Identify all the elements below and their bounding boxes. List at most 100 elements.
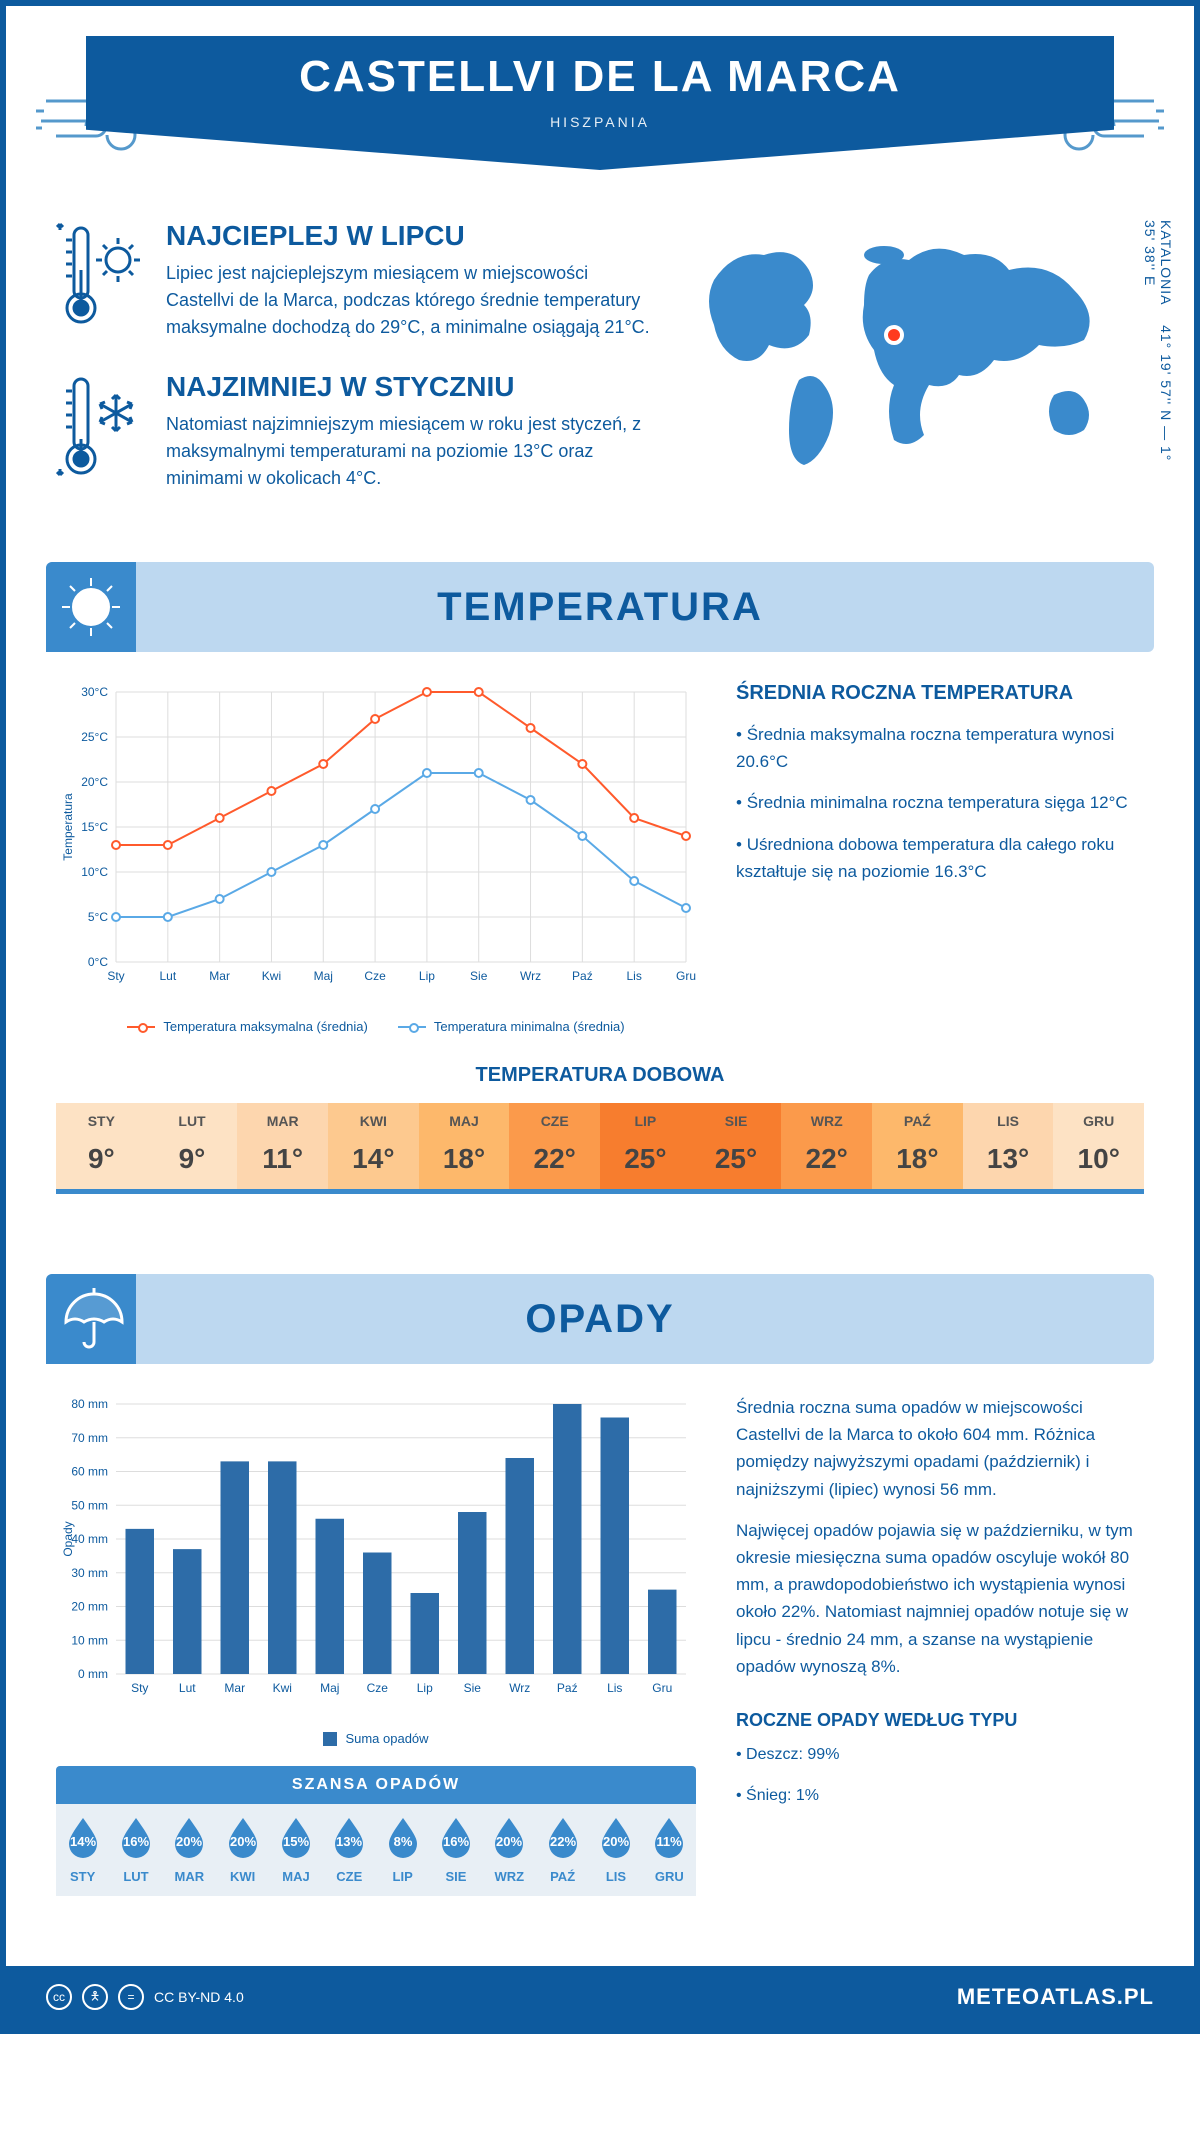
by-icon: 🯅 [82, 1984, 108, 2010]
temp-table-cell: SIE25° [691, 1103, 782, 1189]
chance-cell: 20%KWI [216, 1804, 269, 1896]
svg-text:14%: 14% [70, 1834, 96, 1849]
svg-text:Lut: Lut [159, 969, 176, 983]
precip-info-paragraph: Najwięcej opadów pojawia się w październ… [736, 1517, 1144, 1680]
license: cc 🯅 = CC BY-ND 4.0 [46, 1984, 244, 2010]
svg-text:20%: 20% [496, 1834, 522, 1849]
svg-text:40 mm: 40 mm [71, 1532, 108, 1546]
svg-text:80 mm: 80 mm [71, 1397, 108, 1411]
svg-text:Gru: Gru [676, 969, 696, 983]
precip-type-item: • Deszcz: 99% [736, 1741, 1144, 1768]
svg-text:Lip: Lip [419, 969, 435, 983]
temp-info-bullet: Uśredniona dobowa temperatura dla całego… [736, 831, 1144, 885]
sun-icon [56, 572, 126, 642]
svg-text:Cze: Cze [364, 969, 386, 983]
svg-text:Kwi: Kwi [262, 969, 281, 983]
svg-text:Maj: Maj [320, 1681, 339, 1695]
svg-text:70 mm: 70 mm [71, 1431, 108, 1445]
temp-table-cell: MAJ18° [419, 1103, 510, 1189]
thermometer-sun-icon [56, 220, 146, 330]
svg-text:20%: 20% [603, 1834, 629, 1849]
legend-item: .legend-swatch[style*='#ff5a2c']::after{… [127, 1019, 367, 1034]
temp-info-title: ŚREDNIA ROCZNA TEMPERATURA [736, 682, 1144, 705]
svg-text:Kwi: Kwi [273, 1681, 292, 1695]
nd-icon: = [118, 1984, 144, 2010]
svg-text:Sty: Sty [131, 1681, 148, 1695]
svg-text:Sty: Sty [107, 969, 124, 983]
cold-text: Natomiast najzimniejszym miesiącem w rok… [166, 411, 654, 492]
precip-heading: OPADY [525, 1297, 674, 1342]
hot-text: Lipiec jest najcieplejszym miesiącem w m… [166, 260, 654, 341]
title-banner: CASTELLVI DE LA MARCA HISZPANIA [86, 36, 1114, 170]
chance-cell: 20%LIS [589, 1804, 642, 1896]
svg-text:Mar: Mar [224, 1681, 245, 1695]
chance-cell: 8%LIP [376, 1804, 429, 1896]
world-map [684, 220, 1144, 480]
header-row: CASTELLVI DE LA MARCA HISZPANIA [6, 36, 1194, 170]
svg-text:Paź: Paź [557, 1681, 578, 1695]
temp-heading: TEMPERATURA [437, 585, 763, 630]
svg-text:Wrz: Wrz [520, 969, 541, 983]
temp-info-bullet: Średnia minimalna roczna temperatura się… [736, 789, 1144, 816]
precip-info-paragraph: Średnia roczna suma opadów w miejscowośc… [736, 1394, 1144, 1503]
precip-info: Średnia roczna suma opadów w miejscowośc… [736, 1394, 1144, 1896]
precip-chart: 0 mm 10 mm 20 mm 30 mm 40 mm 50 mm 60 mm 70 mm 8… [56, 1394, 696, 1896]
location-marker [886, 327, 902, 343]
svg-text:Maj: Maj [314, 969, 333, 983]
daily-temp-title: TEMPERATURA DOBOWA [56, 1064, 1144, 1087]
svg-text:20 mm: 20 mm [71, 1600, 108, 1614]
temp-table-cell: CZE22° [509, 1103, 600, 1189]
hot-title: NAJCIEPLEJ W LIPCU [166, 220, 654, 252]
svg-text:Opady: Opady [61, 1521, 75, 1556]
svg-text:Lis: Lis [607, 1681, 622, 1695]
svg-text:10°C: 10°C [81, 865, 108, 879]
cc-icon: cc [46, 1984, 72, 2010]
svg-text:50 mm: 50 mm [71, 1498, 108, 1512]
page-title: CASTELLVI DE LA MARCA [86, 52, 1114, 102]
svg-text:Mar: Mar [209, 969, 230, 983]
svg-text:0 mm: 0 mm [78, 1667, 108, 1681]
hot-block: NAJCIEPLEJ W LIPCU Lipiec jest najcieple… [56, 220, 654, 341]
svg-text:15%: 15% [283, 1834, 309, 1849]
svg-text:Sie: Sie [464, 1681, 482, 1695]
svg-text:Cze: Cze [367, 1681, 389, 1695]
daily-temp-table: STY9°LUT9°MAR11°KWI14°MAJ18°CZE22°LIP25°… [56, 1103, 1144, 1194]
umbrella-icon [56, 1284, 126, 1354]
temp-section-header: TEMPERATURA [46, 562, 1154, 652]
chance-cell: 15%MAJ [269, 1804, 322, 1896]
svg-text:Lut: Lut [179, 1681, 196, 1695]
precip-type-item: • Śnieg: 1% [736, 1782, 1144, 1809]
svg-text:25°C: 25°C [81, 730, 108, 744]
temp-table-cell: WRZ22° [781, 1103, 872, 1189]
svg-text:10 mm: 10 mm [71, 1633, 108, 1647]
site-brand: METEOATLAS.PL [957, 1984, 1154, 2010]
svg-text:20%: 20% [176, 1834, 202, 1849]
temp-chart: 0°C5°C10°C15°C20°C25°C30°CStyLutMarKwiMa… [56, 682, 696, 1034]
svg-text:11%: 11% [657, 1834, 683, 1849]
svg-text:16%: 16% [443, 1834, 469, 1849]
temp-table-cell: PAŹ18° [872, 1103, 963, 1189]
temp-info: ŚREDNIA ROCZNA TEMPERATURA Średnia maksy… [736, 682, 1144, 1034]
temp-table-cell: LIS13° [963, 1103, 1054, 1189]
temp-chart-legend: .legend-swatch[style*='#ff5a2c']::after{… [56, 1019, 696, 1034]
temp-table-cell: STY9° [56, 1103, 147, 1189]
svg-text:Lip: Lip [417, 1681, 433, 1695]
chance-cell: 13%CZE [323, 1804, 376, 1896]
svg-text:30 mm: 30 mm [71, 1566, 108, 1580]
svg-text:5°C: 5°C [88, 910, 108, 924]
svg-text:Lis: Lis [627, 969, 642, 983]
svg-text:Wrz: Wrz [509, 1681, 530, 1695]
chance-cell: 22%PAŹ [536, 1804, 589, 1896]
svg-text:20°C: 20°C [81, 775, 108, 789]
temp-table-cell: LUT9° [147, 1103, 238, 1189]
thermometer-snow-icon [56, 371, 146, 481]
chance-bar: SZANSA OPADÓW 14%STY16%LUT20%MAR20%KWI15… [56, 1766, 696, 1896]
temp-table-cell: GRU10° [1053, 1103, 1144, 1189]
svg-text:60 mm: 60 mm [71, 1465, 108, 1479]
svg-text:Gru: Gru [652, 1681, 672, 1695]
cold-block: NAJZIMNIEJ W STYCZNIU Natomiast najzimni… [56, 371, 654, 492]
temp-table-cell: MAR11° [237, 1103, 328, 1189]
intro-section: NAJCIEPLEJ W LIPCU Lipiec jest najcieple… [6, 210, 1194, 562]
svg-text:Paź: Paź [572, 969, 593, 983]
precip-types-title: ROCZNE OPADY WEDŁUG TYPU [736, 1710, 1144, 1731]
